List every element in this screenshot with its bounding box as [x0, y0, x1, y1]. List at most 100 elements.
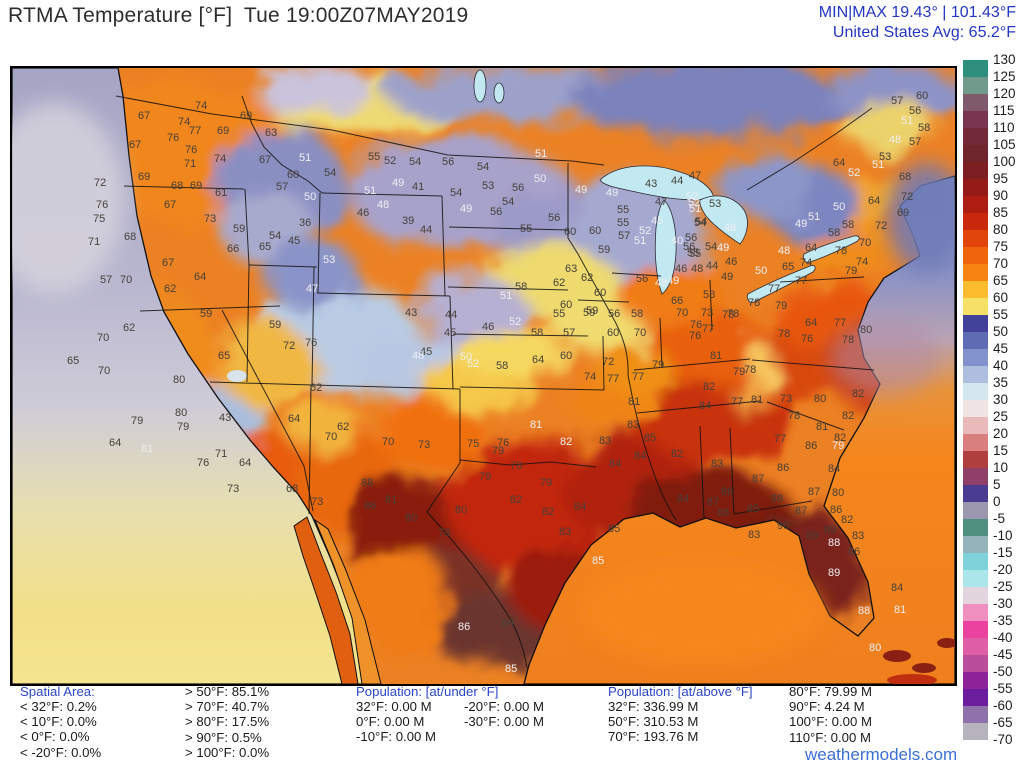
temp-label: 76: [497, 437, 509, 449]
temp-label: 71: [215, 448, 227, 460]
temp-label: 78: [722, 309, 734, 321]
temp-label: 57: [891, 95, 903, 107]
colorbar-band: [963, 587, 988, 604]
temp-label: 57: [618, 230, 630, 242]
temp-label: 75: [467, 438, 479, 450]
temp-label: 77: [731, 396, 743, 408]
brand-link[interactable]: weathermodels.com: [805, 745, 958, 764]
temp-label: 83: [599, 435, 611, 447]
temp-label: 52: [509, 316, 521, 328]
temp-label: 85: [592, 555, 604, 567]
colorbar-tick: 40: [993, 358, 1009, 373]
colorbar-band: [963, 621, 988, 638]
temp-label: 51: [364, 185, 376, 197]
temp-label: 56: [608, 308, 620, 320]
temp-label: 74: [856, 256, 868, 268]
temp-label: 45: [288, 235, 300, 247]
colorbar-tick-labels: 130 125 120 115 110 105 100 95 90 85 80 75 70 65 60 55 5…: [993, 53, 1024, 747]
temp-label: 54: [409, 156, 421, 168]
colorbar-band: [963, 145, 988, 162]
temp-label: 79: [652, 359, 664, 371]
temp-label: 54: [477, 161, 489, 173]
colorbar-tick: 60: [993, 290, 1009, 305]
colorbar-tick: -10: [993, 528, 1013, 543]
temp-label: 52: [848, 167, 860, 179]
temp-label: 59: [598, 244, 610, 256]
temp-label: 54: [450, 187, 462, 199]
temp-label: 88: [361, 477, 373, 489]
temp-label: 69: [138, 171, 150, 183]
temp-label: 48: [778, 245, 790, 257]
stat-item: > 50°F: 85.1%: [185, 684, 270, 699]
temp-label: 54: [269, 230, 281, 242]
temp-label: 64: [868, 195, 880, 207]
temp-label: 82: [842, 410, 854, 422]
temp-label: 78: [835, 245, 847, 257]
colorbar: [963, 60, 988, 740]
temp-label: 88: [858, 605, 870, 617]
temp-label: 78: [842, 334, 854, 346]
temp-label: 58: [828, 227, 840, 239]
temp-label: 72: [283, 340, 295, 352]
temperature-map: 74 67 74 77 76 69 69 63 67 76 71 74 67 60 57 51 54 50 36 45…: [10, 66, 957, 686]
temp-label: 55: [520, 223, 532, 235]
temp-label: 44: [445, 309, 457, 321]
temp-label: 87: [707, 496, 719, 508]
stat-item: 32°F: 336.99 M: [608, 699, 699, 714]
temp-label: 74: [195, 100, 207, 112]
colorbar-band: [963, 315, 988, 332]
temp-label: 52: [384, 155, 396, 167]
temp-label: 65: [67, 355, 79, 367]
temp-label: 89: [806, 530, 818, 542]
temp-label: 77: [768, 283, 780, 295]
colorbar-tick: 90: [993, 188, 1009, 203]
temp-label: 62: [310, 382, 322, 394]
temp-label: 47: [306, 283, 318, 295]
temp-label: 70: [634, 327, 646, 339]
temp-label: 62: [337, 421, 349, 433]
temp-label: 65: [782, 261, 794, 273]
colorbar-tick: -20: [993, 562, 1013, 577]
colorbar-tick: 10: [993, 460, 1009, 475]
temp-label: 45: [420, 346, 432, 358]
temp-label: 77: [834, 317, 846, 329]
temp-label: 72: [602, 356, 614, 368]
temp-label: 65: [259, 241, 271, 253]
temp-label: 53: [482, 180, 494, 192]
temp-label: 70: [120, 274, 132, 286]
colorbar-tick: -60: [993, 698, 1013, 713]
temp-label: 51: [808, 211, 820, 223]
temp-label: 48: [412, 350, 424, 362]
temp-label: 76: [801, 333, 813, 345]
temp-label: 49: [795, 218, 807, 230]
colorbar-band: [963, 655, 988, 672]
temp-label: 50: [534, 173, 546, 185]
temp-label: 45: [651, 215, 663, 227]
lake-winnipeg: [473, 69, 487, 103]
temp-label: 49: [717, 242, 729, 254]
temp-label: 76: [305, 337, 317, 349]
temp-label: 59: [200, 308, 212, 320]
stat-item: < 32°F: 0.2%: [20, 699, 97, 714]
colorbar-band: [963, 162, 988, 179]
temp-label: 46: [725, 256, 737, 268]
temp-label: 67: [162, 257, 174, 269]
temp-label: 54: [695, 216, 707, 228]
temp-label: 83: [852, 530, 864, 542]
temp-label: 43: [645, 178, 657, 190]
temp-label: 89: [828, 567, 840, 579]
temp-label: 82: [852, 388, 864, 400]
colorbar-band: [963, 332, 988, 349]
temp-label: 69: [240, 110, 252, 122]
colorbar-tick: -45: [993, 647, 1013, 662]
colorbar-tick: -50: [993, 664, 1013, 679]
temp-label: 50: [304, 191, 316, 203]
temp-label: 63: [565, 263, 577, 275]
temp-label: 46: [357, 207, 369, 219]
temp-label: 36: [299, 217, 311, 229]
population-under-title: Population: [at/under °F]: [356, 684, 499, 699]
temp-label: 59: [586, 305, 598, 317]
great-lakes: [227, 69, 860, 382]
temp-label: 60: [560, 350, 572, 362]
colorbar-tick: 130: [993, 52, 1016, 67]
